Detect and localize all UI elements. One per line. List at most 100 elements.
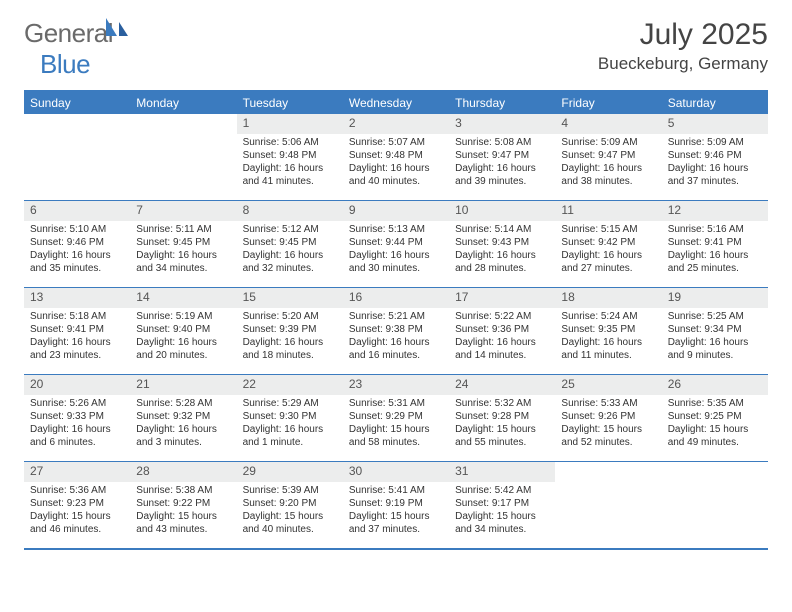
sunrise-text: Sunrise: 5:35 AM: [668, 397, 762, 410]
calendar-day: 8Sunrise: 5:12 AMSunset: 9:45 PMDaylight…: [237, 201, 343, 287]
sunrise-text: Sunrise: 5:21 AM: [349, 310, 443, 323]
day-number: 31: [449, 462, 555, 482]
daylight-text: Daylight: 16 hours and 34 minutes.: [136, 249, 230, 275]
day-number: 29: [237, 462, 343, 482]
sunrise-text: Sunrise: 5:24 AM: [561, 310, 655, 323]
sunrise-text: Sunrise: 5:06 AM: [243, 136, 337, 149]
sunset-text: Sunset: 9:38 PM: [349, 323, 443, 336]
calendar-day: 23Sunrise: 5:31 AMSunset: 9:29 PMDayligh…: [343, 375, 449, 461]
daylight-text: Daylight: 16 hours and 37 minutes.: [668, 162, 762, 188]
calendar: SundayMondayTuesdayWednesdayThursdayFrid…: [24, 90, 768, 550]
day-number: 7: [130, 201, 236, 221]
day-body: Sunrise: 5:20 AMSunset: 9:39 PMDaylight:…: [237, 308, 343, 366]
sunset-text: Sunset: 9:22 PM: [136, 497, 230, 510]
day-body: Sunrise: 5:21 AMSunset: 9:38 PMDaylight:…: [343, 308, 449, 366]
daylight-text: Daylight: 16 hours and 39 minutes.: [455, 162, 549, 188]
daylight-text: Daylight: 16 hours and 18 minutes.: [243, 336, 337, 362]
sunset-text: Sunset: 9:25 PM: [668, 410, 762, 423]
sunrise-text: Sunrise: 5:09 AM: [668, 136, 762, 149]
day-body: Sunrise: 5:10 AMSunset: 9:46 PMDaylight:…: [24, 221, 130, 279]
calendar-day: 6Sunrise: 5:10 AMSunset: 9:46 PMDaylight…: [24, 201, 130, 287]
day-body: Sunrise: 5:15 AMSunset: 9:42 PMDaylight:…: [555, 221, 661, 279]
sunset-text: Sunset: 9:23 PM: [30, 497, 124, 510]
sunset-text: Sunset: 9:20 PM: [243, 497, 337, 510]
calendar-day: 21Sunrise: 5:28 AMSunset: 9:32 PMDayligh…: [130, 375, 236, 461]
calendar-day: 13Sunrise: 5:18 AMSunset: 9:41 PMDayligh…: [24, 288, 130, 374]
calendar-day: 19Sunrise: 5:25 AMSunset: 9:34 PMDayligh…: [662, 288, 768, 374]
daylight-text: Daylight: 15 hours and 58 minutes.: [349, 423, 443, 449]
day-number: 12: [662, 201, 768, 221]
daylight-text: Daylight: 16 hours and 35 minutes.: [30, 249, 124, 275]
sunset-text: Sunset: 9:28 PM: [455, 410, 549, 423]
day-number: 20: [24, 375, 130, 395]
weekday-header: Sunday: [24, 92, 130, 114]
calendar-day: [24, 114, 130, 200]
logo-sail-icon: [104, 16, 132, 38]
sunrise-text: Sunrise: 5:09 AM: [561, 136, 655, 149]
sunset-text: Sunset: 9:33 PM: [30, 410, 124, 423]
sunset-text: Sunset: 9:17 PM: [455, 497, 549, 510]
sunrise-text: Sunrise: 5:42 AM: [455, 484, 549, 497]
sunrise-text: Sunrise: 5:38 AM: [136, 484, 230, 497]
sunrise-text: Sunrise: 5:36 AM: [30, 484, 124, 497]
day-number: 18: [555, 288, 661, 308]
day-body: Sunrise: 5:24 AMSunset: 9:35 PMDaylight:…: [555, 308, 661, 366]
calendar-day: [130, 114, 236, 200]
calendar-day: [662, 462, 768, 548]
day-body: Sunrise: 5:18 AMSunset: 9:41 PMDaylight:…: [24, 308, 130, 366]
sunset-text: Sunset: 9:42 PM: [561, 236, 655, 249]
sunset-text: Sunset: 9:32 PM: [136, 410, 230, 423]
sunset-text: Sunset: 9:29 PM: [349, 410, 443, 423]
daylight-text: Daylight: 16 hours and 28 minutes.: [455, 249, 549, 275]
sunset-text: Sunset: 9:19 PM: [349, 497, 443, 510]
daylight-text: Daylight: 16 hours and 16 minutes.: [349, 336, 443, 362]
sunrise-text: Sunrise: 5:29 AM: [243, 397, 337, 410]
calendar-day: 5Sunrise: 5:09 AMSunset: 9:46 PMDaylight…: [662, 114, 768, 200]
calendar-day: 30Sunrise: 5:41 AMSunset: 9:19 PMDayligh…: [343, 462, 449, 548]
day-number: 22: [237, 375, 343, 395]
sunset-text: Sunset: 9:48 PM: [349, 149, 443, 162]
daylight-text: Daylight: 16 hours and 1 minute.: [243, 423, 337, 449]
daylight-text: Daylight: 15 hours and 34 minutes.: [455, 510, 549, 536]
sunset-text: Sunset: 9:34 PM: [668, 323, 762, 336]
day-body: Sunrise: 5:08 AMSunset: 9:47 PMDaylight:…: [449, 134, 555, 192]
calendar-day: 24Sunrise: 5:32 AMSunset: 9:28 PMDayligh…: [449, 375, 555, 461]
weekday-header: Friday: [555, 92, 661, 114]
day-number: 9: [343, 201, 449, 221]
calendar-day: 1Sunrise: 5:06 AMSunset: 9:48 PMDaylight…: [237, 114, 343, 200]
sunrise-text: Sunrise: 5:12 AM: [243, 223, 337, 236]
day-number: 11: [555, 201, 661, 221]
daylight-text: Daylight: 16 hours and 30 minutes.: [349, 249, 443, 275]
sunset-text: Sunset: 9:47 PM: [561, 149, 655, 162]
daylight-text: Daylight: 16 hours and 14 minutes.: [455, 336, 549, 362]
daylight-text: Daylight: 16 hours and 20 minutes.: [136, 336, 230, 362]
sunset-text: Sunset: 9:41 PM: [30, 323, 124, 336]
daylight-text: Daylight: 16 hours and 3 minutes.: [136, 423, 230, 449]
day-body: Sunrise: 5:22 AMSunset: 9:36 PMDaylight:…: [449, 308, 555, 366]
sunrise-text: Sunrise: 5:08 AM: [455, 136, 549, 149]
weekday-header: Monday: [130, 92, 236, 114]
day-number: 21: [130, 375, 236, 395]
day-number: 28: [130, 462, 236, 482]
sunrise-text: Sunrise: 5:33 AM: [561, 397, 655, 410]
daylight-text: Daylight: 16 hours and 11 minutes.: [561, 336, 655, 362]
day-body: Sunrise: 5:38 AMSunset: 9:22 PMDaylight:…: [130, 482, 236, 540]
sunset-text: Sunset: 9:46 PM: [668, 149, 762, 162]
sunrise-text: Sunrise: 5:10 AM: [30, 223, 124, 236]
sunset-text: Sunset: 9:45 PM: [243, 236, 337, 249]
day-body: Sunrise: 5:29 AMSunset: 9:30 PMDaylight:…: [237, 395, 343, 453]
day-number: 6: [24, 201, 130, 221]
calendar-day: 16Sunrise: 5:21 AMSunset: 9:38 PMDayligh…: [343, 288, 449, 374]
day-number: 8: [237, 201, 343, 221]
sunrise-text: Sunrise: 5:14 AM: [455, 223, 549, 236]
calendar-day: 4Sunrise: 5:09 AMSunset: 9:47 PMDaylight…: [555, 114, 661, 200]
calendar-day: 12Sunrise: 5:16 AMSunset: 9:41 PMDayligh…: [662, 201, 768, 287]
day-number: 19: [662, 288, 768, 308]
daylight-text: Daylight: 15 hours and 40 minutes.: [243, 510, 337, 536]
day-body: Sunrise: 5:41 AMSunset: 9:19 PMDaylight:…: [343, 482, 449, 540]
day-body: Sunrise: 5:31 AMSunset: 9:29 PMDaylight:…: [343, 395, 449, 453]
calendar-week: 13Sunrise: 5:18 AMSunset: 9:41 PMDayligh…: [24, 288, 768, 375]
day-body: Sunrise: 5:25 AMSunset: 9:34 PMDaylight:…: [662, 308, 768, 366]
sunrise-text: Sunrise: 5:22 AM: [455, 310, 549, 323]
weekday-header: Thursday: [449, 92, 555, 114]
